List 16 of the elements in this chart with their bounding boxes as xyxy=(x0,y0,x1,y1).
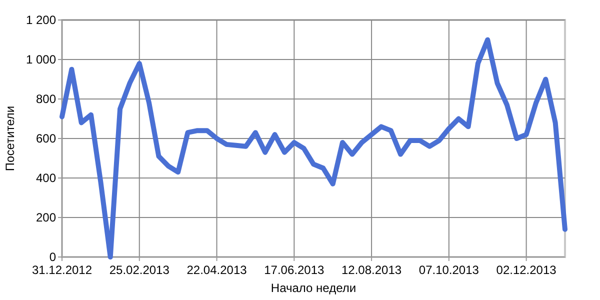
x-tick-label: 12.08.2013 xyxy=(342,263,402,277)
y-tick-label: 400 xyxy=(36,171,56,186)
y-axis-title: Посетители xyxy=(3,106,17,172)
x-tick-label: 22.04.2013 xyxy=(186,263,248,277)
y-tick-label: 1 000 xyxy=(26,52,56,67)
y-tick-label: 200 xyxy=(36,210,56,225)
x-axis-title: Начало недели xyxy=(270,281,356,295)
x-tick-label: 07.10.2013 xyxy=(418,263,480,277)
y-tick-label: 600 xyxy=(36,132,56,146)
x-tick-label: 17.06.2013 xyxy=(264,263,325,277)
y-tick-label: 1 200 xyxy=(26,13,56,28)
y-tick-label: 800 xyxy=(36,92,56,106)
x-tick-label: 25.02.2013 xyxy=(109,263,170,277)
x-tick-label: 31.12.2012 xyxy=(32,263,92,277)
y-tick-label: 0 xyxy=(49,250,56,264)
x-tick-label: 02.12.2013 xyxy=(496,263,557,277)
